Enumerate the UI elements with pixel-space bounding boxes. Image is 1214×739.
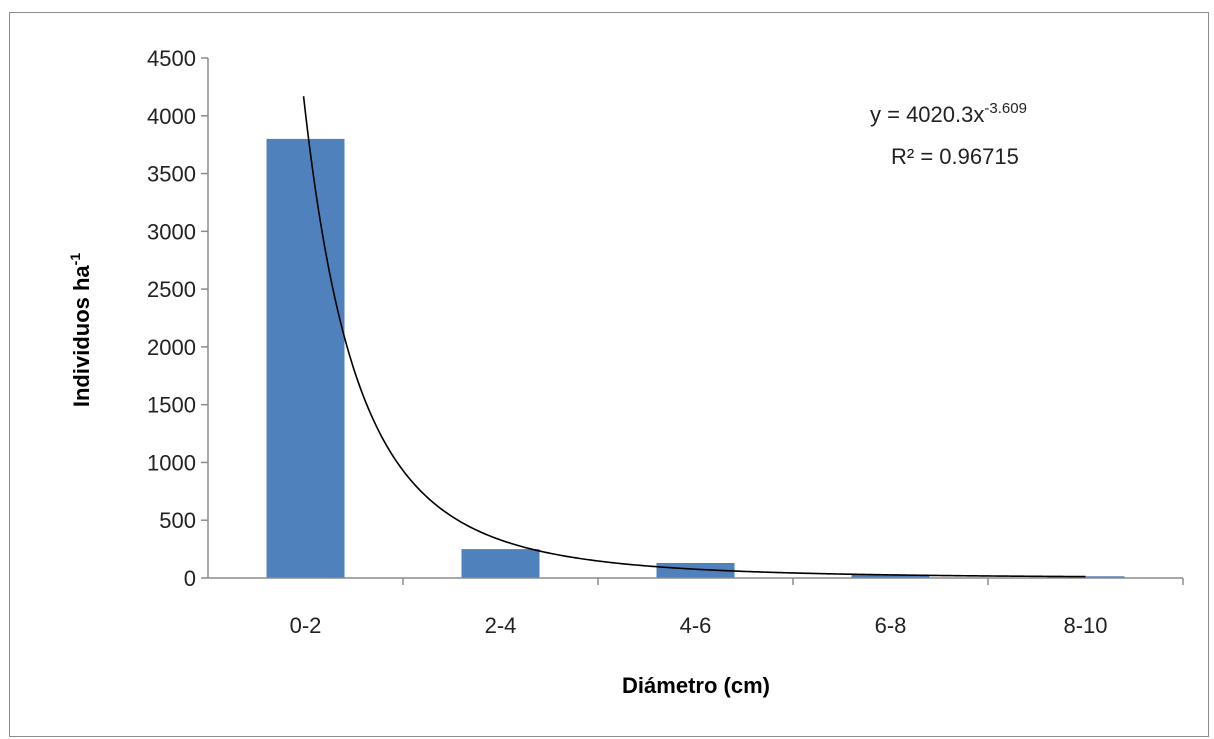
y-axis-title-exponent: -1 [67,253,83,266]
trendline-r-squared: R² = 0.96715 [891,144,1019,169]
trendline [302,96,1086,578]
y-tick-label: 2000 [147,335,196,360]
bar-6-8 [851,574,930,578]
y-tick-label: 500 [159,508,196,533]
x-axis-title: Diámetro (cm) [622,673,770,698]
y-tick-label: 2500 [147,277,196,302]
bars-layer [266,138,1125,578]
y-tick-label: 0 [184,566,196,591]
chart-frame [9,12,1209,737]
y-ticks-layer: 0 500 1000 1500 2000 2500 3000 3500 4000 4500 [147,46,208,591]
y-axis-title: Individuos ha-1 [67,253,94,407]
bar-2-4 [461,549,540,578]
trendline-equation-base: y = 4020.3x [870,102,984,127]
bar-8-10 [1046,576,1125,578]
bar-4-6 [656,562,735,578]
x-tick-label: 4-6 [680,613,712,638]
y-tick-label: 4000 [147,104,196,129]
trendline-equation-exponent: -3.609 [984,100,1027,117]
x-tick-label: 8-10 [1063,613,1107,638]
x-ticks-layer: 0-2 2-4 4-6 6-8 8-10 [290,578,1184,638]
y-tick-label: 3500 [147,162,196,187]
x-tick-label: 6-8 [875,613,907,638]
x-tick-label: 0-2 [290,613,322,638]
x-tick-label: 2-4 [485,613,517,638]
y-tick-label: 3000 [147,219,196,244]
trendline-equation: y = 4020.3x-3.609 [870,100,1027,127]
y-tick-label: 1500 [147,393,196,418]
y-tick-label: 4500 [147,46,196,71]
bar-0-2 [266,138,345,578]
y-axis-title-text: Individuos ha [69,265,94,408]
y-tick-label: 1000 [147,450,196,475]
